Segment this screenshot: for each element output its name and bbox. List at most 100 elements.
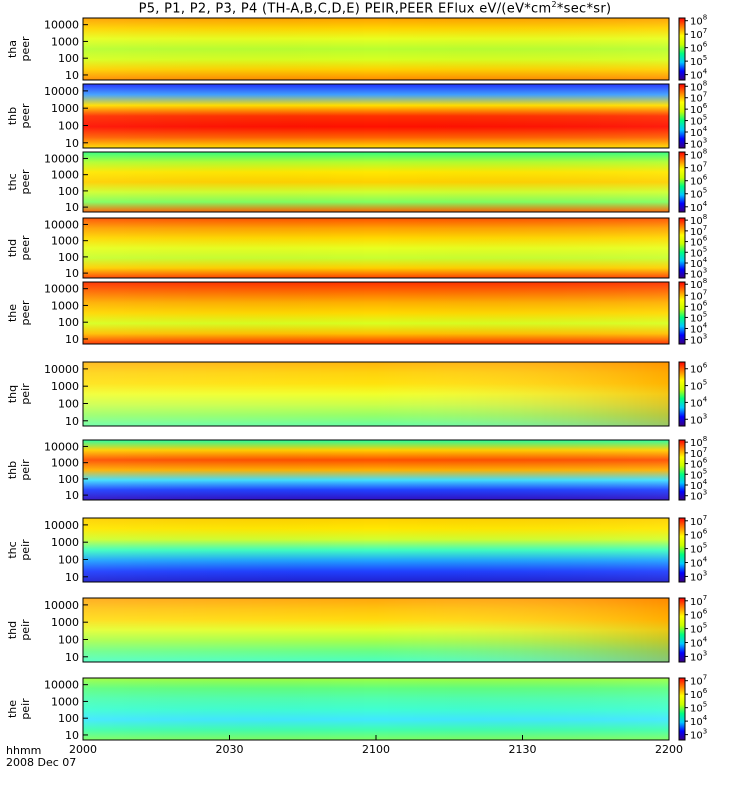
panel-label-probe: tha xyxy=(6,40,19,58)
panel-label-probe: thc xyxy=(6,173,19,190)
y-tick-label: 1000 xyxy=(51,35,79,48)
colorbar-tick-label: 105 xyxy=(690,701,707,715)
y-tick-label: 1000 xyxy=(51,536,79,549)
colorbar-tick-label: 103 xyxy=(690,569,707,583)
x-tick-label: 2000 xyxy=(69,743,97,756)
plot-frame xyxy=(82,361,670,427)
plot-frame xyxy=(82,17,670,81)
colorbar-tick-label: 107 xyxy=(690,594,707,608)
y-tick-label: 100 xyxy=(58,52,79,65)
colorbar-tick-label: 107 xyxy=(690,674,707,688)
y-tick-label: 100 xyxy=(58,185,79,198)
colorbar xyxy=(678,217,686,279)
colorbar-tick-label: 104 xyxy=(690,200,708,214)
date-label: 2008 Dec 07 xyxy=(6,756,77,769)
y-tick-label: 1000 xyxy=(51,102,79,115)
time-axis-label: hhmm xyxy=(6,744,42,757)
panel-label-quantity: peir xyxy=(19,383,32,405)
plot-frame xyxy=(82,217,670,279)
y-tick-label: 100 xyxy=(58,119,79,132)
colorbar-tick-label: 106 xyxy=(690,41,708,55)
panel-label-probe: the xyxy=(6,304,19,322)
x-tick-label: 2030 xyxy=(216,743,244,756)
y-tick-label: 100 xyxy=(58,633,79,646)
panel-label-quantity: peir xyxy=(19,459,32,481)
y-tick-label: 10000 xyxy=(44,283,79,296)
plot-frame xyxy=(82,597,670,663)
y-tick-label: 1000 xyxy=(51,616,79,629)
colorbar-tick-label: 103 xyxy=(690,412,707,426)
y-tick-label: 100 xyxy=(58,473,79,486)
colorbar-tick-label: 106 xyxy=(690,608,708,622)
y-tick-label: 10000 xyxy=(44,363,79,376)
y-tick-label: 1000 xyxy=(51,380,79,393)
colorbar-tick-label: 103 xyxy=(690,728,707,742)
colorbar-tick-label: 106 xyxy=(690,174,708,188)
y-tick-label: 1000 xyxy=(51,695,79,708)
x-tick-label: 2200 xyxy=(655,743,683,756)
y-tick-label: 100 xyxy=(58,397,79,410)
panel-label-quantity: peer xyxy=(19,103,32,129)
spectrogram-panel-thq-peir: 10 100 1000 10000 thq peir 103 104 105 106 xyxy=(6,361,708,428)
y-tick-label: 10 xyxy=(65,267,79,280)
y-tick-label: 10000 xyxy=(44,19,79,32)
y-tick-label: 10 xyxy=(65,201,79,214)
y-tick-label: 10 xyxy=(65,415,79,428)
y-tick-label: 10 xyxy=(65,333,79,346)
y-tick-label: 10000 xyxy=(44,218,79,231)
colorbar-tick-label: 107 xyxy=(690,514,707,528)
y-tick-label: 10000 xyxy=(44,599,79,612)
title-suffix: *sec*sr) xyxy=(556,1,612,17)
colorbar-tick-label: 105 xyxy=(690,622,707,636)
title-superscript: 2 xyxy=(551,0,557,9)
plot-frame xyxy=(82,517,670,583)
panel-label-probe: thb xyxy=(6,461,19,479)
colorbar-tick-label: 105 xyxy=(690,187,707,201)
plot-frame xyxy=(82,281,670,345)
y-tick-label: 10000 xyxy=(44,85,79,98)
y-tick-label: 1000 xyxy=(51,169,79,182)
chart-title: P5, P1, P2, P3, P4 (TH-A,B,C,D,E) PEIR,P… xyxy=(0,0,750,16)
colorbar-tick-label: 103 xyxy=(690,649,707,663)
colorbar xyxy=(678,151,686,213)
y-tick-label: 100 xyxy=(58,553,79,566)
colorbar-tick-label: 105 xyxy=(690,379,707,393)
colorbar xyxy=(678,17,686,81)
title-prefix: P5, P1, P2, P3, P4 (TH-A,B,C,D,E) PEIR,P… xyxy=(138,1,552,17)
colorbar xyxy=(678,83,686,149)
colorbar xyxy=(678,677,686,741)
colorbar-tick-label: 106 xyxy=(690,687,708,701)
panel-label-quantity: peir xyxy=(19,698,32,720)
panel-label-probe: thb xyxy=(6,107,19,125)
colorbar xyxy=(678,281,686,345)
y-tick-label: 1000 xyxy=(51,457,79,470)
colorbar-tick-label: 104 xyxy=(690,636,708,650)
panel-label-probe: thc xyxy=(6,541,19,558)
y-tick-label: 10000 xyxy=(44,679,79,692)
panel-label-probe: thd xyxy=(6,239,19,257)
y-tick-label: 10 xyxy=(65,137,79,150)
y-tick-label: 1000 xyxy=(51,299,79,312)
colorbar-tick-label: 104 xyxy=(690,395,708,409)
y-tick-label: 10000 xyxy=(44,519,79,532)
colorbar-tick-label: 104 xyxy=(690,714,708,728)
panel-label-probe: thq xyxy=(6,385,19,403)
panel-label-quantity: peer xyxy=(19,36,32,62)
colorbar-tick-label: 108 xyxy=(690,148,707,162)
panel-label-quantity: peer xyxy=(19,300,32,326)
colorbar-tick-label: 104 xyxy=(690,556,708,570)
plot-frame xyxy=(82,151,670,213)
panel-label-quantity: peir xyxy=(19,539,32,561)
y-tick-label: 10 xyxy=(65,571,79,584)
colorbar-tick-label: 107 xyxy=(690,27,707,41)
panel-label-quantity: peir xyxy=(19,619,32,641)
colorbar-tick-label: 108 xyxy=(690,14,707,28)
y-tick-label: 10 xyxy=(65,489,79,502)
